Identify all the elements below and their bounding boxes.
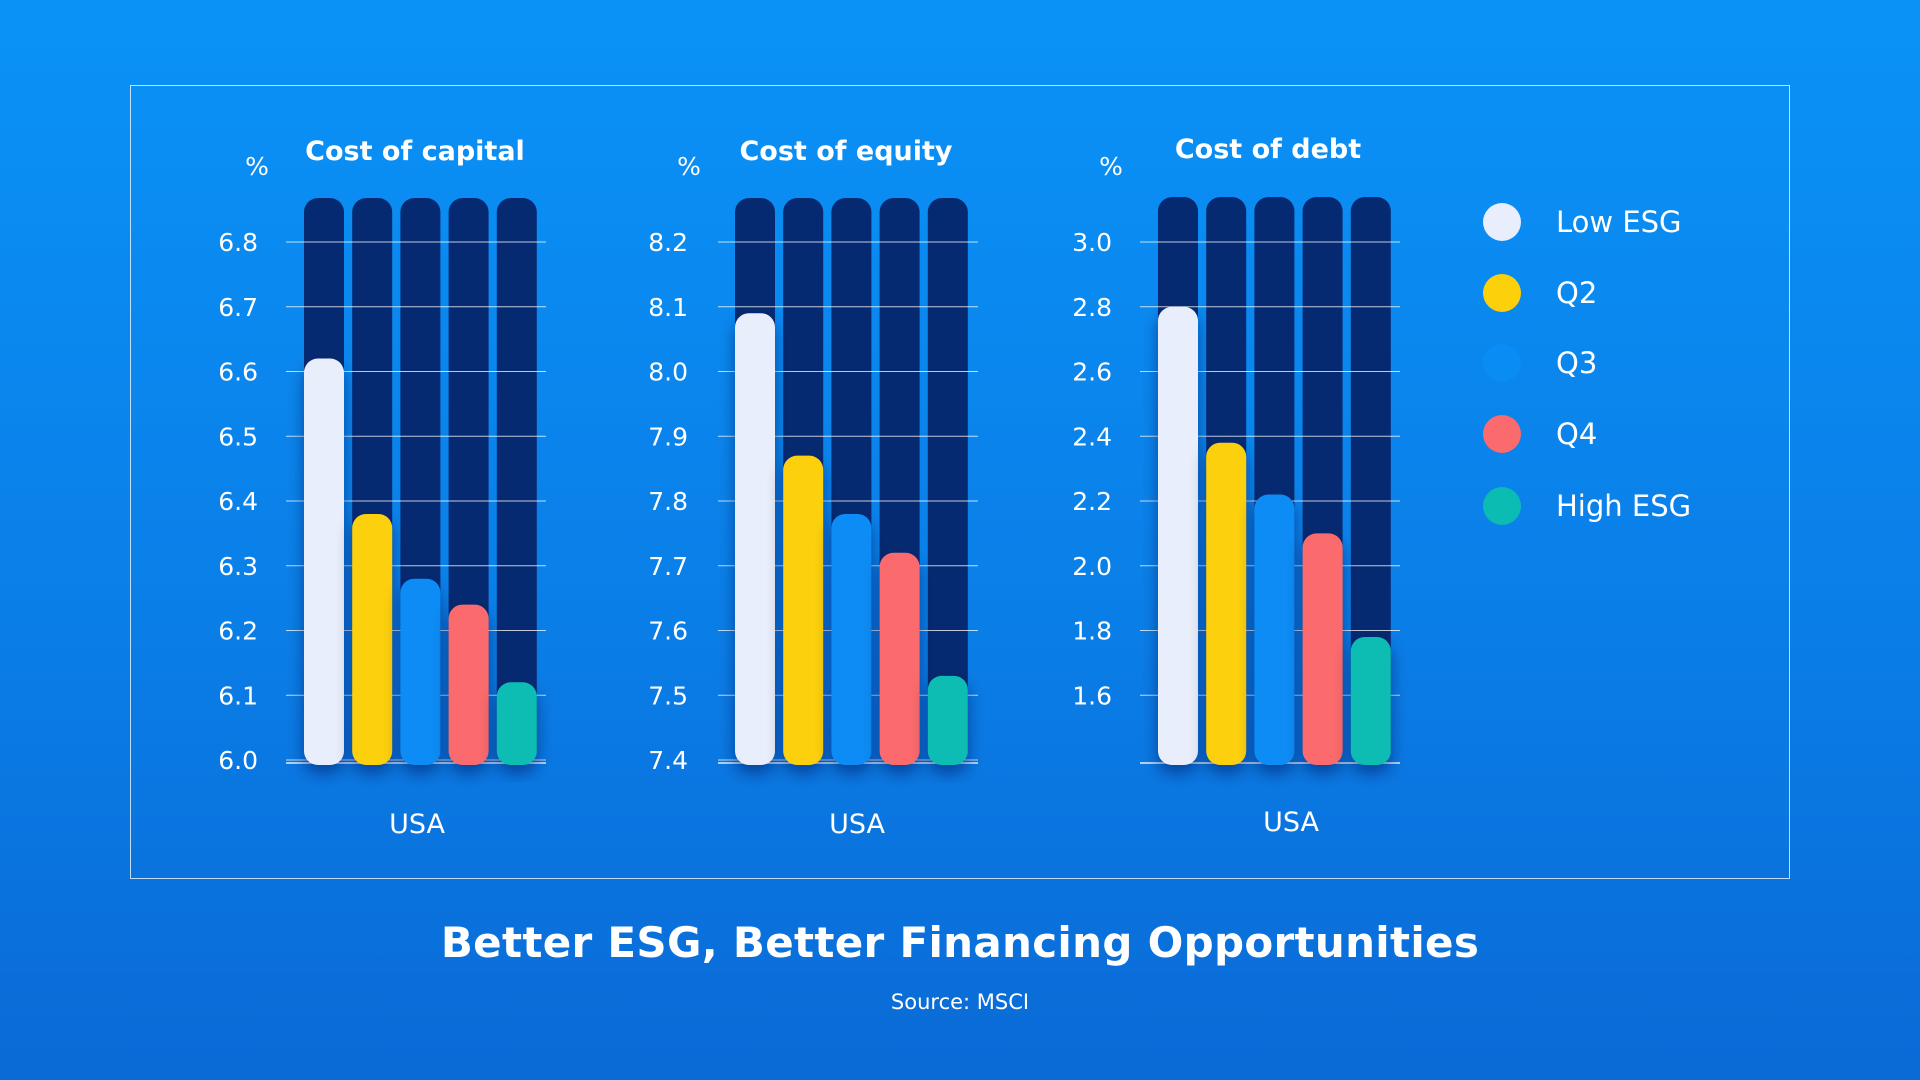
bar-q4	[879, 552, 920, 765]
legend-swatch	[1483, 344, 1521, 382]
y-tick-label: 7.4	[648, 746, 688, 775]
chart-title: Cost of capital	[305, 136, 525, 167]
y-tick-label: 2.8	[1072, 293, 1112, 322]
y-tick-label: 1.8	[1072, 617, 1112, 646]
chart-title: Cost of debt	[1175, 134, 1361, 165]
y-tick-label: 7.7	[648, 552, 688, 581]
y-unit-label: %	[1099, 152, 1123, 181]
legend-label: Q3	[1556, 346, 1597, 380]
y-tick-label: 7.5	[648, 681, 688, 710]
y-tick-label: 3.0	[1072, 228, 1112, 257]
y-unit-label: %	[245, 152, 269, 181]
y-tick-label: 7.9	[648, 422, 688, 451]
legend-swatch	[1483, 415, 1521, 453]
y-tick-label: 7.8	[648, 487, 688, 516]
bar-q3	[1254, 494, 1295, 765]
y-tick-label: 2.2	[1072, 487, 1112, 516]
y-tick-label: 8.0	[648, 358, 688, 387]
bar-high-esg	[927, 675, 968, 765]
bar-high-esg	[1350, 636, 1391, 765]
y-tick-label: 8.2	[648, 228, 688, 257]
x-category-label: USA	[1263, 807, 1319, 838]
bar-q2	[783, 455, 824, 765]
legend-label: Q4	[1556, 417, 1597, 451]
y-tick-label: 6.6	[218, 358, 258, 387]
y-tick-label: 6.4	[218, 487, 258, 516]
bar-low-esg	[304, 358, 344, 765]
chart-1: Cost of capital% 6.8 6.7 6.6 6.5 6.4 6.3 6.2 6.1…	[218, 136, 546, 840]
legend-item: Q4	[1483, 415, 1597, 453]
y-tick-label: 6.8	[218, 228, 258, 257]
page-title: Better ESG, Better Financing Opportuniti…	[440, 918, 1480, 967]
y-tick-label: 7.6	[648, 617, 688, 646]
chart-2: Cost of equity% 8.2 8.1 8.0 7.9 7.8 7.7 7.6 7.5 7…	[648, 136, 978, 840]
x-category-label: USA	[829, 809, 885, 840]
source-note: Source: MSCI	[890, 990, 1030, 1014]
x-category-label: USA	[389, 809, 445, 840]
legend-label: Low ESG	[1556, 205, 1682, 239]
y-tick-label: 8.1	[648, 293, 688, 322]
chart-title: Cost of equity	[739, 136, 952, 167]
y-tick-label: 6.0	[218, 746, 258, 775]
bar-q3	[831, 513, 872, 765]
legend-swatch	[1483, 203, 1521, 241]
bar-q2	[352, 513, 393, 765]
bar-q4	[448, 604, 489, 765]
legend: Low ESG Q2 Q3 Q4 High ESG	[1483, 203, 1691, 525]
legend-item: Q2	[1483, 274, 1597, 312]
legend-item: Low ESG	[1483, 203, 1682, 241]
bar-high-esg	[496, 682, 537, 765]
chart-frame	[130, 85, 1790, 879]
legend-label: High ESG	[1556, 489, 1691, 523]
legend-label: Q2	[1556, 276, 1597, 310]
bar-q2	[1206, 442, 1247, 765]
y-tick-label: 6.2	[218, 617, 258, 646]
y-tick-label: 2.4	[1072, 422, 1112, 451]
bar-track	[1350, 197, 1391, 763]
y-tick-label: 6.7	[218, 293, 258, 322]
legend-swatch	[1483, 274, 1521, 312]
y-tick-label: 6.1	[218, 681, 258, 710]
bar-track	[496, 198, 537, 763]
bar-q3	[400, 578, 441, 765]
y-tick-label: 1.6	[1072, 681, 1112, 710]
y-tick-label: 2.6	[1072, 358, 1112, 387]
legend-item: High ESG	[1483, 487, 1691, 525]
legend-item: Q3	[1483, 344, 1597, 382]
chart-3: Cost of debt% 3.0 2.8 2.6 2.4 2.2 2.0 1.8 1.6 USA	[1072, 134, 1400, 838]
bar-track	[927, 198, 968, 763]
y-tick-label: 6.3	[218, 552, 258, 581]
legend-swatch	[1483, 487, 1521, 525]
y-unit-label: %	[677, 152, 701, 181]
bar-low-esg	[735, 313, 775, 765]
y-tick-label: 2.0	[1072, 552, 1112, 581]
bar-q4	[1302, 533, 1343, 765]
bar-low-esg	[1158, 306, 1198, 765]
y-tick-label: 6.5	[218, 422, 258, 451]
